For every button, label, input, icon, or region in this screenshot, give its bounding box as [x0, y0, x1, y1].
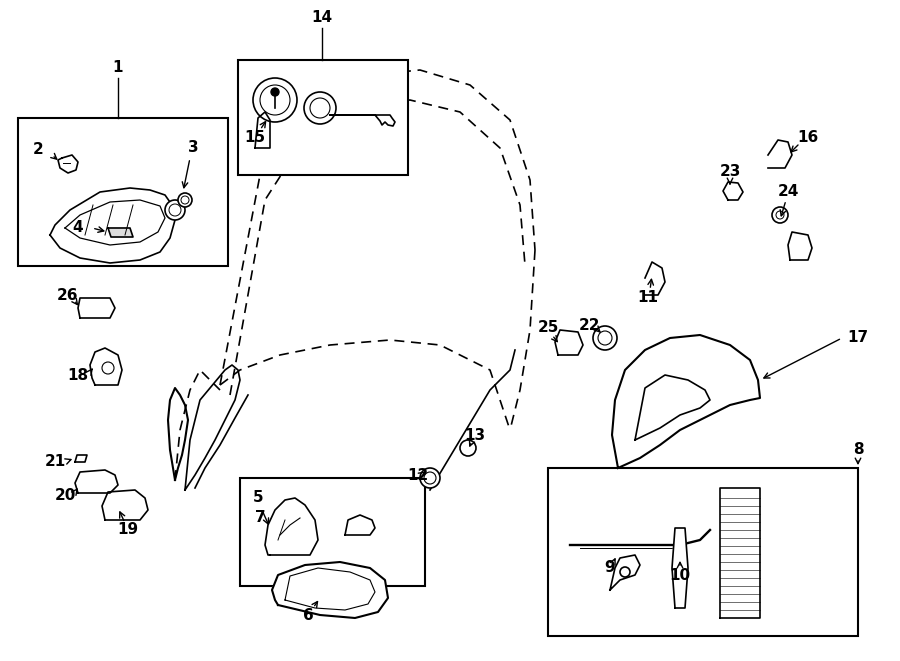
Circle shape [165, 200, 185, 220]
Text: 24: 24 [778, 184, 798, 200]
Polygon shape [768, 140, 792, 168]
Circle shape [593, 326, 617, 350]
Text: 12: 12 [408, 467, 428, 483]
Text: 4: 4 [73, 221, 84, 235]
Circle shape [102, 362, 114, 374]
Circle shape [271, 88, 279, 96]
Text: 21: 21 [44, 455, 66, 469]
Polygon shape [75, 470, 118, 493]
Polygon shape [610, 555, 640, 590]
Polygon shape [50, 188, 175, 263]
Polygon shape [78, 298, 115, 318]
Text: 22: 22 [580, 317, 601, 332]
Text: 8: 8 [852, 442, 863, 457]
Polygon shape [788, 232, 812, 260]
Polygon shape [555, 330, 583, 355]
Circle shape [304, 92, 336, 124]
Polygon shape [108, 228, 133, 237]
Circle shape [420, 468, 440, 488]
Polygon shape [265, 498, 318, 555]
Polygon shape [272, 562, 388, 618]
Circle shape [181, 196, 189, 204]
Polygon shape [58, 155, 78, 173]
Text: 15: 15 [245, 130, 266, 145]
Circle shape [260, 85, 290, 115]
Bar [548, 468, 858, 636]
Text: 9: 9 [605, 561, 616, 576]
Circle shape [620, 567, 630, 577]
Circle shape [178, 193, 192, 207]
Text: 25: 25 [537, 321, 559, 336]
Text: 1: 1 [112, 61, 123, 75]
Circle shape [776, 211, 784, 219]
Text: 17: 17 [848, 330, 868, 346]
Polygon shape [90, 348, 122, 385]
Polygon shape [672, 528, 688, 608]
Bar [18, 118, 228, 266]
Polygon shape [612, 335, 760, 468]
Text: 11: 11 [637, 290, 659, 305]
Text: 20: 20 [54, 488, 76, 502]
Polygon shape [330, 115, 395, 126]
Text: 6: 6 [302, 607, 313, 623]
Bar [240, 478, 425, 586]
Text: 3: 3 [188, 141, 198, 155]
Text: 19: 19 [117, 522, 139, 537]
Text: 23: 23 [719, 165, 741, 180]
Text: 26: 26 [58, 288, 79, 303]
Text: 7: 7 [255, 510, 266, 525]
Text: 14: 14 [311, 11, 333, 26]
Circle shape [310, 98, 330, 118]
Text: 2: 2 [32, 143, 43, 157]
Polygon shape [102, 490, 148, 520]
Text: 13: 13 [464, 428, 486, 442]
Circle shape [169, 204, 181, 216]
Polygon shape [255, 112, 270, 148]
Text: 16: 16 [797, 130, 819, 145]
Bar [238, 60, 408, 175]
Text: 18: 18 [68, 368, 88, 383]
Circle shape [772, 207, 788, 223]
Text: 10: 10 [670, 568, 690, 582]
Circle shape [598, 331, 612, 345]
Circle shape [424, 472, 436, 484]
Text: 5: 5 [253, 490, 264, 506]
Polygon shape [645, 262, 665, 295]
Circle shape [460, 440, 476, 456]
Circle shape [253, 78, 297, 122]
